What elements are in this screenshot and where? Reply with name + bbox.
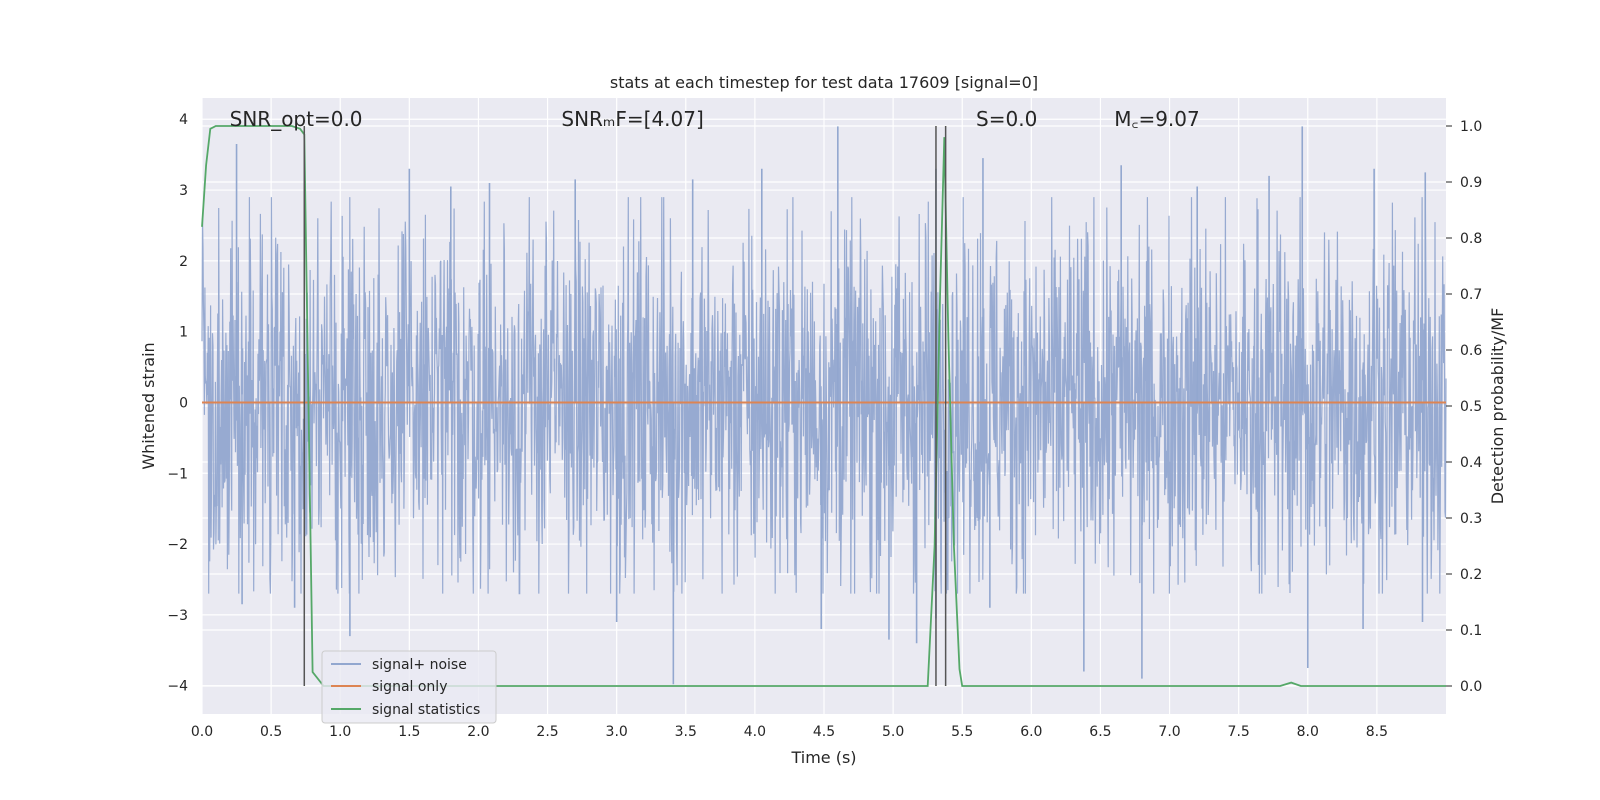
- x-tick-label: 4.5: [813, 724, 835, 740]
- annotation-s-value: S=0.0: [976, 107, 1037, 131]
- x-tick-label: 0.0: [191, 724, 213, 740]
- y-right-tick-label: 0.5: [1460, 399, 1482, 415]
- y-right-tick-label: 0.1: [1460, 623, 1482, 639]
- x-tick-label: 7.0: [1158, 724, 1180, 740]
- y-right-tick-label: 0.7: [1460, 287, 1482, 303]
- x-tick-label: 7.5: [1228, 724, 1250, 740]
- legend-box: [321, 650, 497, 724]
- y-left-tick-label: −2: [167, 537, 188, 553]
- x-tick-label: 8.0: [1297, 724, 1319, 740]
- y-axis-right-label: Detection probability/MF: [1488, 308, 1507, 505]
- y-axis-left-label: Whitened strain: [139, 342, 158, 469]
- tick-labels: 0.0 0.5 1.0 1.5 2.0 2.5 3.0 3.5 4.0 4.5 5.0 5.5 6.0 6…: [167, 112, 1482, 740]
- y-right-tick-label: 0.2: [1460, 567, 1482, 583]
- y-left-tick-label: −3: [167, 608, 188, 624]
- y-left-tick-label: 3: [179, 183, 188, 199]
- y-left-tick-label: −4: [167, 679, 188, 695]
- x-tick-label: 5.0: [882, 724, 904, 740]
- y-left-tick-label: 4: [179, 112, 188, 128]
- y-right-tick-label: 0.8: [1460, 231, 1482, 247]
- y-right-tick-label: 1.0: [1460, 119, 1482, 135]
- x-tick-label: 6.5: [1089, 724, 1111, 740]
- x-tick-label: 8.5: [1366, 724, 1388, 740]
- annotation-snr-opt: SNR_opt=0.0: [230, 107, 363, 131]
- y-left-tick-label: −1: [167, 466, 188, 482]
- y-right-tick-label: 0.9: [1460, 175, 1482, 191]
- x-tick-label: 5.5: [951, 724, 973, 740]
- x-tick-label: 6.0: [1020, 724, 1042, 740]
- x-tick-label: 1.0: [329, 724, 351, 740]
- y-right-tick-label: 0.4: [1460, 455, 1482, 471]
- x-axis-label: Time (s): [790, 748, 856, 767]
- vertical-markers: [303, 126, 947, 686]
- series-lines: [201, 125, 1446, 687]
- legend-label-signal-statistics: signal statistics: [372, 702, 480, 718]
- y-right-tick-label: 0.3: [1460, 511, 1482, 527]
- legend-label-signal-only: signal only: [372, 679, 447, 695]
- x-tick-label: 3.5: [675, 724, 697, 740]
- annotation-mc-value: M꜀=9.07: [1114, 107, 1199, 131]
- x-tick-label: 3.0: [606, 724, 628, 740]
- x-tick-label: 2.5: [536, 724, 558, 740]
- chart-title: stats at each timestep for test data 176…: [610, 73, 1038, 92]
- y-left-tick-label: 2: [179, 254, 188, 270]
- legend: signal+ noise signal only signal statist…: [321, 650, 497, 724]
- x-tick-label: 1.5: [398, 724, 420, 740]
- y-right-tick-label: 0.6: [1460, 343, 1482, 359]
- series-line-signal-statistics: [201, 125, 1446, 687]
- x-tick-label: 0.5: [260, 724, 282, 740]
- y-right-tick-label: 0.0: [1460, 679, 1482, 695]
- x-tick-label: 4.0: [744, 724, 766, 740]
- series-signal-noise: [201, 126, 1447, 685]
- y-left-tick-label: 1: [179, 325, 188, 341]
- annotation-snr-mf: SNRₘF=[4.07]: [561, 107, 703, 131]
- legend-label-signal-noise: signal+ noise: [372, 657, 467, 673]
- annotations: SNR_opt=0.0 SNRₘF=[4.07] S=0.0 M꜀=9.07: [230, 107, 1200, 131]
- y-left-tick-label: 0: [179, 395, 188, 411]
- x-tick-label: 2.0: [467, 724, 489, 740]
